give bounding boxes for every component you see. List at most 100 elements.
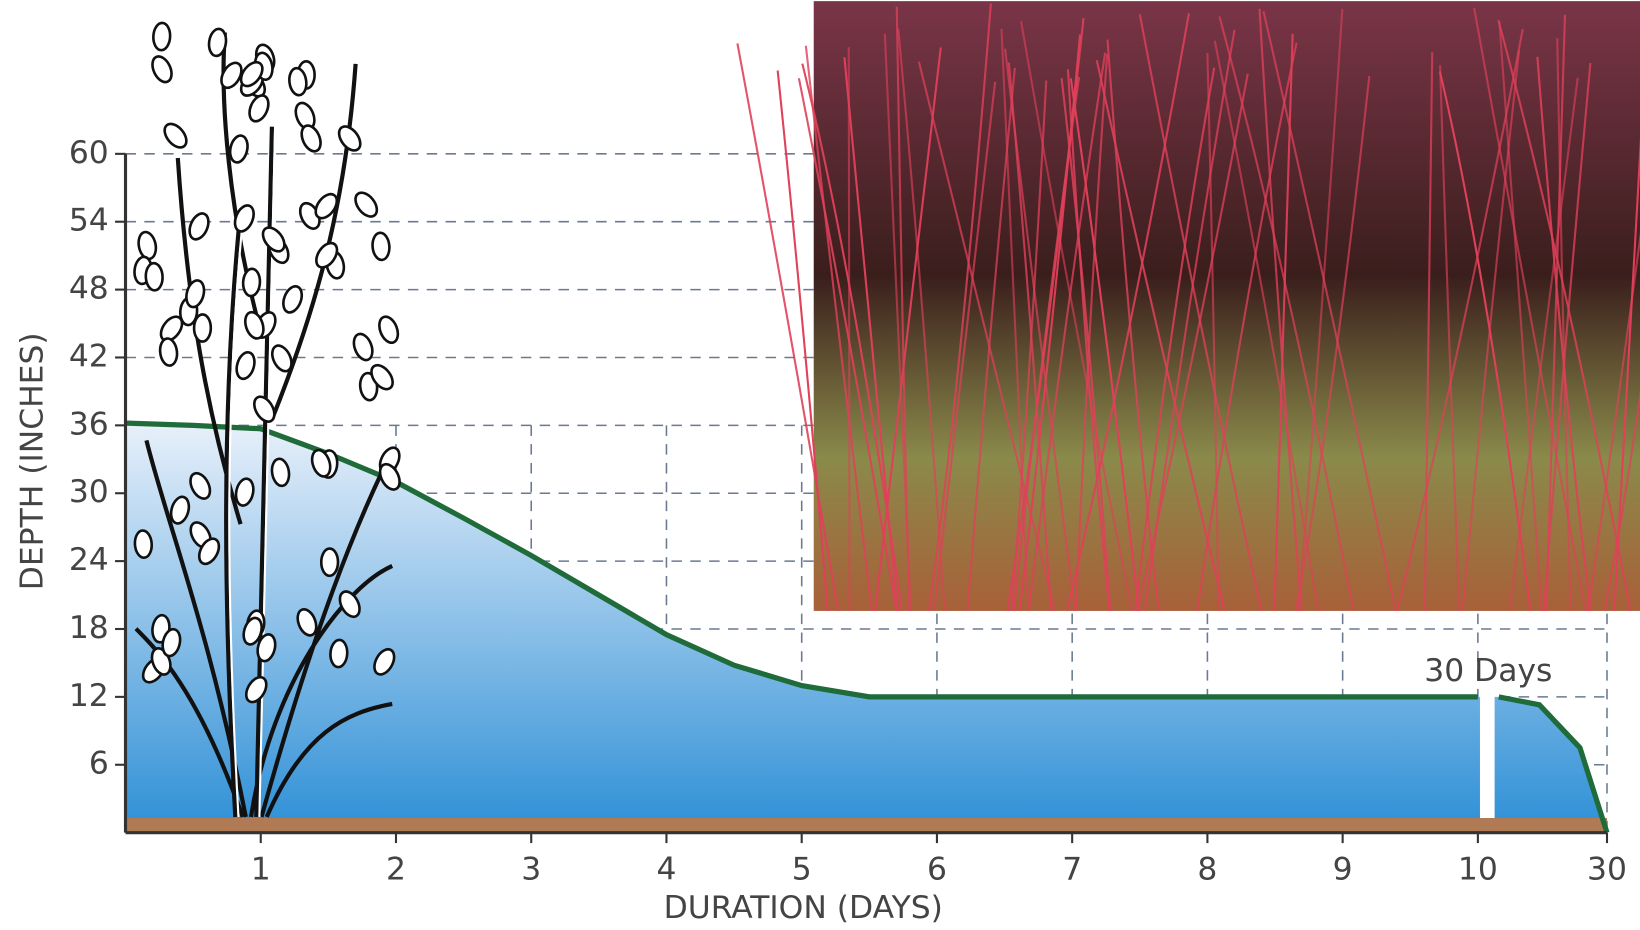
leaf xyxy=(378,462,401,491)
branch xyxy=(1498,21,1543,611)
leaf xyxy=(296,608,318,637)
x-axis-label: DURATION (DAYS) xyxy=(664,890,943,926)
leaf xyxy=(270,344,293,373)
branch xyxy=(1060,78,1112,611)
leaf xyxy=(220,61,243,90)
leaf xyxy=(300,124,322,153)
leaf xyxy=(233,204,255,233)
leaf xyxy=(189,471,212,500)
leaf xyxy=(169,495,191,525)
annotation: 30 Days xyxy=(1424,653,1552,689)
depth-line xyxy=(125,420,1610,834)
y-tick-label: 24 xyxy=(69,542,109,578)
leaf xyxy=(144,261,164,292)
branch xyxy=(966,67,1016,611)
photo-branches xyxy=(736,3,1640,612)
y-tick-label: 36 xyxy=(69,406,109,442)
branch xyxy=(1396,28,1524,612)
branch xyxy=(895,6,911,611)
branch xyxy=(1423,52,1434,611)
branch xyxy=(804,45,874,612)
branch xyxy=(1196,42,1298,612)
y-tick-label: 48 xyxy=(69,271,109,307)
y-tick-label: 6 xyxy=(89,746,109,782)
branch xyxy=(897,28,946,611)
leaf xyxy=(282,285,304,314)
branch xyxy=(1438,71,1532,612)
x-tick-label: 2 xyxy=(386,851,406,887)
leaf xyxy=(354,191,379,218)
x-tick-label: 4 xyxy=(656,851,676,887)
leaf xyxy=(261,226,286,253)
leaf xyxy=(242,616,263,646)
leaf xyxy=(256,633,277,663)
leaf xyxy=(338,590,361,619)
leaf xyxy=(163,122,188,149)
x-tick-label: 30 xyxy=(1587,851,1627,887)
leaf xyxy=(243,310,265,340)
branch xyxy=(776,70,829,611)
branch xyxy=(1074,53,1109,611)
branch xyxy=(1603,389,1640,612)
y-tick-label: 12 xyxy=(69,678,109,714)
leaf xyxy=(315,241,339,269)
leaf xyxy=(252,395,276,423)
leaf xyxy=(151,55,173,84)
branch xyxy=(1069,78,1140,612)
branch xyxy=(1020,20,1134,612)
leaf xyxy=(378,315,400,345)
branch xyxy=(1004,48,1077,612)
branch xyxy=(1258,8,1303,611)
branch xyxy=(1095,59,1226,612)
branch xyxy=(1497,19,1632,612)
leaf xyxy=(288,66,308,97)
leaf xyxy=(161,627,182,658)
leaf xyxy=(152,21,172,52)
leaf xyxy=(235,351,256,381)
leaf xyxy=(248,94,270,123)
water-area xyxy=(125,423,1607,833)
leaf xyxy=(228,134,249,164)
y-tick-label: 54 xyxy=(69,203,109,239)
leaf xyxy=(133,529,154,560)
x-tick-label: 1 xyxy=(251,851,271,887)
branch xyxy=(1134,67,1216,612)
leaf xyxy=(207,27,228,58)
leaves xyxy=(133,21,401,704)
branch xyxy=(801,63,903,612)
y-tick-label: 42 xyxy=(69,338,109,374)
branch xyxy=(1213,40,1320,612)
leaf xyxy=(373,647,396,676)
leaf xyxy=(370,363,394,391)
leaf xyxy=(337,125,362,152)
axis-break xyxy=(1479,674,1495,842)
branch xyxy=(1262,11,1397,612)
branch xyxy=(1136,73,1249,612)
leaf xyxy=(244,675,268,704)
y-tick-label: 18 xyxy=(69,610,109,646)
leaf xyxy=(197,537,221,566)
x-tick-label: 3 xyxy=(521,851,541,887)
leaf xyxy=(239,60,264,88)
branch xyxy=(797,78,898,612)
leaf xyxy=(241,267,262,298)
branch xyxy=(1461,50,1521,612)
x-tick-label: 8 xyxy=(1197,851,1217,887)
branch xyxy=(1000,28,1030,611)
branch xyxy=(933,81,997,612)
branch xyxy=(1587,231,1640,612)
branch xyxy=(1018,34,1082,612)
branch xyxy=(847,47,851,611)
leaf xyxy=(371,231,391,262)
branch xyxy=(1218,16,1355,612)
leaf xyxy=(158,337,179,367)
branch xyxy=(1273,33,1294,611)
branch xyxy=(1027,52,1107,612)
leaf xyxy=(329,638,349,669)
leaf xyxy=(185,279,206,309)
branch xyxy=(1545,14,1567,611)
x-tick-label: 7 xyxy=(1062,851,1082,887)
y-tick-label: 60 xyxy=(69,135,109,171)
x-tick-label: 6 xyxy=(927,851,947,887)
x-tick-label: 10 xyxy=(1458,851,1498,887)
